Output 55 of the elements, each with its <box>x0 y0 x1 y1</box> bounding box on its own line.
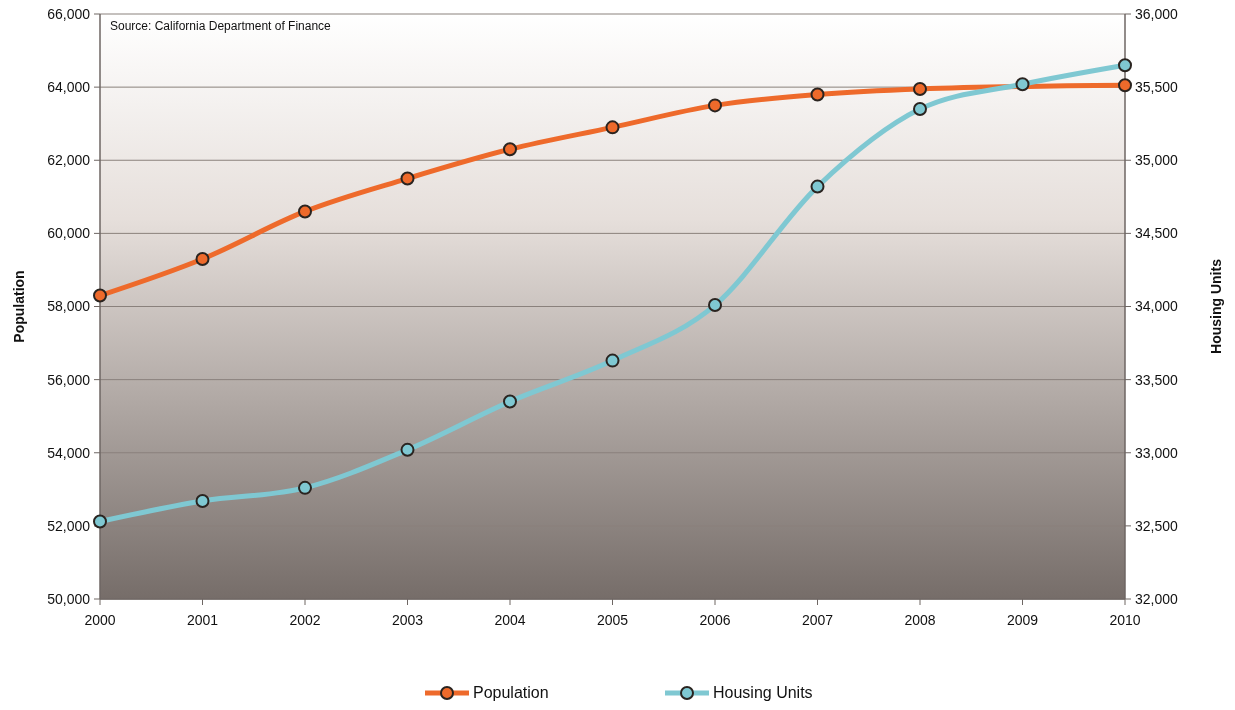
y2-tick-label: 33,500 <box>1135 371 1179 388</box>
point <box>605 353 620 368</box>
y-tick-label: 60,000 <box>47 225 91 242</box>
y-tick-label: 64,000 <box>47 79 91 96</box>
y-tick-label: 50,000 <box>47 590 91 607</box>
y-tick-label: 52,000 <box>47 517 91 534</box>
point <box>810 87 825 102</box>
x-tick-label: 2009 <box>1006 612 1039 628</box>
point <box>708 98 722 113</box>
x-tick-label: 2007 <box>801 612 834 628</box>
y-tick-label: 58,000 <box>47 298 91 315</box>
legend-label: Population <box>473 684 549 701</box>
annotation: Source: California Department of Finance <box>110 19 332 33</box>
point <box>913 102 927 117</box>
y-tick-label: 56,000 <box>47 371 91 388</box>
point <box>195 494 210 509</box>
y2-tick-label: 32,500 <box>1135 517 1179 534</box>
point <box>400 442 415 457</box>
point <box>1015 77 1030 92</box>
point <box>605 120 620 135</box>
point <box>1118 58 1132 73</box>
y-axis-title: Population <box>11 270 27 343</box>
x-tick-label: 2001 <box>186 612 219 628</box>
legend-label: Housing Units <box>713 684 813 701</box>
point <box>298 480 312 495</box>
x-tick-label: 2003 <box>391 612 424 628</box>
point <box>93 288 107 303</box>
y2-tick-label: 34,500 <box>1135 225 1179 242</box>
point <box>810 179 825 194</box>
y-tick-label: 66,000 <box>47 5 91 22</box>
x-tick-label: 2004 <box>494 612 526 628</box>
y2-tick-label: 33,000 <box>1135 444 1179 461</box>
x-tick-label: 2010 <box>1109 612 1141 628</box>
y-tick-label: 62,000 <box>47 152 91 169</box>
y2-tick-label: 34,000 <box>1135 298 1179 315</box>
y-tick-label: 54,000 <box>47 444 91 461</box>
point <box>1118 78 1132 93</box>
x-tick-label: 2006 <box>699 612 731 628</box>
y2-axis-title: Housing Units <box>1208 258 1224 354</box>
point <box>195 251 210 266</box>
point <box>93 514 107 529</box>
x-tick-label: 2005 <box>596 612 629 628</box>
point <box>298 204 312 219</box>
point <box>913 81 927 96</box>
point <box>503 142 517 157</box>
y2-tick-label: 35,500 <box>1135 79 1179 96</box>
point <box>708 298 722 313</box>
y2-tick-label: 36,000 <box>1135 5 1179 22</box>
point <box>400 171 415 186</box>
x-tick-label: 2008 <box>904 612 936 628</box>
point <box>503 394 517 409</box>
x-tick-label: 2000 <box>84 612 116 628</box>
x-tick-label: 2002 <box>289 612 321 628</box>
y2-tick-label: 32,000 <box>1135 590 1179 607</box>
y2-tick-label: 35,000 <box>1135 152 1179 169</box>
